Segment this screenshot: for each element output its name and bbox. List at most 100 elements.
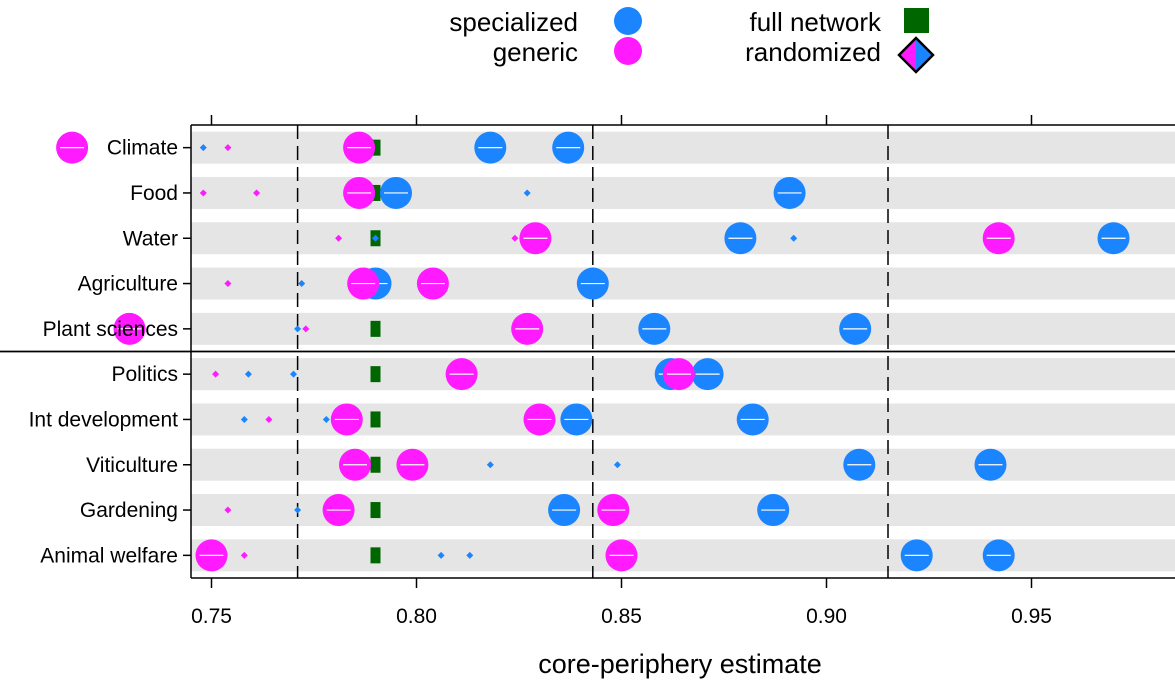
observed-point — [691, 358, 724, 391]
observed-point — [724, 222, 757, 255]
category-label: Climate — [107, 137, 178, 160]
observed-point — [347, 267, 380, 300]
legend-generic-label: generic — [493, 37, 578, 67]
observed-point — [982, 539, 1015, 572]
observed-point — [900, 539, 933, 572]
full-network-marker — [370, 366, 381, 383]
x-axis-title: core-periphery estimate — [538, 649, 822, 679]
randomized-point — [298, 280, 306, 288]
observed-point — [773, 176, 806, 209]
randomized-point — [240, 551, 248, 559]
legend-full-network-marker — [904, 8, 929, 33]
category-band — [191, 176, 1175, 209]
x-tick-label: 0.90 — [806, 605, 847, 628]
category-label: Politics — [111, 363, 178, 386]
randomized-point — [523, 189, 531, 197]
category-label: Animal welfare — [40, 544, 178, 567]
observed-point — [560, 403, 593, 436]
randomized-point — [265, 415, 273, 423]
observed-point — [416, 267, 449, 300]
observed-point — [56, 131, 89, 164]
randomized-point — [224, 280, 232, 288]
observed-point — [638, 312, 671, 345]
category-label: Plant sciences — [43, 318, 178, 341]
plot-frame — [0, 124, 1175, 579]
category-band — [191, 267, 1175, 300]
category-band — [191, 312, 1175, 345]
observed-point — [974, 448, 1007, 481]
observed-point — [843, 448, 876, 481]
randomized-point — [212, 370, 220, 378]
full-network-marker — [370, 456, 381, 473]
randomized-point — [302, 325, 310, 333]
observed-point — [339, 448, 371, 481]
data-points — [56, 131, 1130, 572]
legend: specialized generic full network randomi… — [449, 7, 935, 74]
observed-point — [552, 131, 585, 164]
observed-point — [548, 494, 581, 527]
observed-point — [605, 539, 638, 572]
observed-point — [195, 539, 228, 572]
observed-point — [523, 403, 556, 436]
observed-point — [380, 176, 412, 209]
observed-point — [982, 222, 1015, 255]
full-network-marker — [370, 411, 381, 428]
x-axis: 0.75 0.80 0.85 0.90 0.95 — [191, 115, 1052, 628]
x-tick-label: 0.95 — [1011, 605, 1052, 628]
category-label: Agriculture — [78, 273, 178, 296]
reference-lines — [296, 125, 889, 578]
legend-generic-marker — [614, 37, 642, 65]
category-band — [191, 494, 1175, 527]
randomized-point — [335, 234, 343, 242]
category-labels: Climate Food Water Agriculture Plant science… — [29, 137, 191, 567]
legend-specialized-marker — [614, 7, 642, 35]
observed-point — [343, 176, 376, 209]
legend-randomized-label: randomized — [745, 37, 881, 67]
legend-full-network-label: full network — [750, 7, 882, 37]
legend-randomized-left-half — [899, 38, 916, 72]
randomized-point — [294, 325, 302, 333]
randomized-point — [199, 189, 207, 197]
randomized-point — [290, 370, 297, 378]
observed-point — [445, 358, 478, 391]
category-label: Gardening — [80, 499, 178, 522]
randomized-point — [224, 144, 232, 152]
randomized-point — [466, 551, 474, 559]
randomized-point — [294, 506, 302, 514]
randomized-point — [790, 234, 798, 242]
full-network-marker — [370, 547, 381, 564]
randomized-point — [240, 415, 248, 423]
legend-specialized-label: specialized — [449, 7, 578, 37]
observed-point — [474, 131, 507, 164]
randomized-point — [322, 415, 330, 423]
category-label: Viticulture — [86, 454, 178, 477]
category-label: Water — [123, 227, 178, 250]
x-tick-label: 0.80 — [396, 605, 437, 628]
randomized-point — [486, 461, 494, 469]
observed-point — [322, 494, 355, 527]
category-band — [191, 131, 1175, 164]
randomized-point — [437, 551, 445, 559]
full-network-marker — [370, 502, 381, 519]
randomized-point — [613, 461, 621, 469]
legend-randomized-right-half — [916, 38, 933, 72]
observed-point — [757, 494, 790, 527]
legend-randomized-outline — [897, 36, 935, 74]
x-tick-label: 0.75 — [191, 605, 232, 628]
randomized-point — [224, 506, 232, 514]
full-network-marker — [370, 139, 381, 156]
randomized-point — [372, 234, 379, 242]
randomized-point — [511, 234, 519, 242]
full-network-marker — [370, 184, 381, 201]
observed-point — [736, 403, 769, 436]
observed-point — [330, 403, 363, 436]
category-band — [191, 448, 1175, 481]
full-network-marker — [370, 320, 381, 337]
x-tick-label: 0.85 — [601, 605, 642, 628]
observed-point — [519, 222, 552, 255]
observed-point — [511, 312, 544, 345]
observed-point — [343, 131, 376, 164]
observed-point — [662, 358, 695, 391]
randomized-point — [244, 370, 252, 378]
